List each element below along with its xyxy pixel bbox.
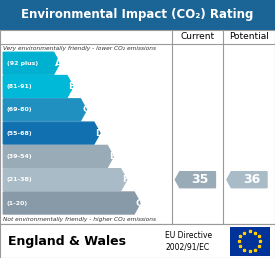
Text: A: A (55, 59, 62, 68)
Text: (21-38): (21-38) (7, 177, 32, 182)
Text: (69-80): (69-80) (7, 107, 32, 112)
Polygon shape (175, 172, 216, 188)
Polygon shape (3, 99, 87, 121)
Text: England & Wales: England & Wales (8, 235, 126, 248)
Text: 36: 36 (243, 173, 260, 186)
Bar (230, 227, 270, 256)
Polygon shape (227, 172, 267, 188)
Polygon shape (3, 76, 73, 98)
Text: 35: 35 (191, 173, 208, 186)
Polygon shape (3, 192, 140, 214)
Polygon shape (3, 122, 100, 144)
Bar (0, 224, 275, 258)
Text: Potential: Potential (229, 32, 269, 41)
Bar (0, 0, 275, 30)
Text: (55-68): (55-68) (7, 131, 32, 136)
Text: (81-91): (81-91) (7, 84, 32, 89)
Text: F: F (123, 175, 129, 184)
Text: G: G (135, 198, 143, 207)
Text: B: B (68, 82, 75, 91)
Text: E: E (109, 152, 115, 161)
Text: EU Directive
2002/91/EC: EU Directive 2002/91/EC (165, 231, 212, 252)
Text: D: D (95, 129, 103, 138)
Text: (39-54): (39-54) (7, 154, 32, 159)
Text: Very environmentally friendly - lower CO₂ emissions: Very environmentally friendly - lower CO… (3, 46, 156, 51)
Text: Current: Current (180, 32, 215, 41)
Text: (1-20): (1-20) (7, 200, 28, 206)
Bar (0, 30, 275, 224)
Polygon shape (3, 169, 127, 191)
Text: (92 plus): (92 plus) (7, 61, 38, 66)
Polygon shape (3, 146, 113, 167)
Polygon shape (3, 52, 60, 74)
Text: Environmental Impact (CO₂) Rating: Environmental Impact (CO₂) Rating (21, 8, 254, 21)
Text: Not environmentally friendly - higher CO₂ emissions: Not environmentally friendly - higher CO… (3, 217, 156, 222)
Text: C: C (82, 105, 89, 114)
